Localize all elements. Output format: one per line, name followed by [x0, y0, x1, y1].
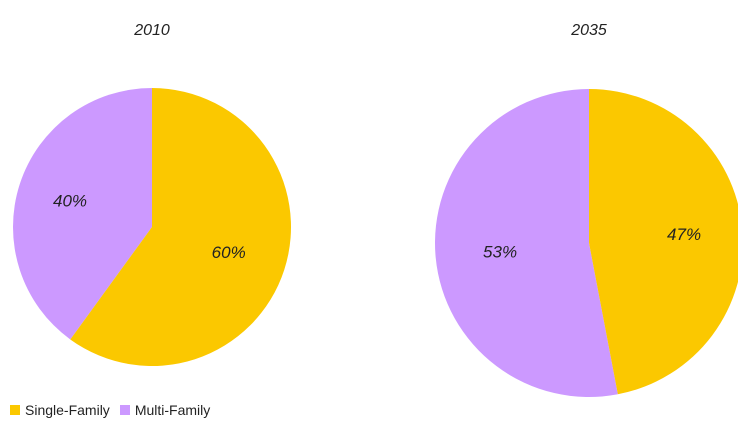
- pie-slice-single-family-2010: [70, 88, 291, 367]
- pie-chart-2035: 2035 47% 53%: [435, 22, 738, 397]
- chart-title-2035: 2035: [570, 22, 607, 39]
- legend-item-multi-family: Multi-Family: [119, 402, 211, 418]
- legend: Single-Family Multi-Family: [10, 402, 220, 418]
- legend-swatch-multi-family: [119, 405, 130, 415]
- legend-swatch-single-family: [10, 405, 20, 415]
- pie-chart-2010: 2010 60% 40%: [13, 22, 291, 367]
- legend-label-multi-family: Multi-Family: [134, 402, 211, 418]
- slice-label-multi-family-2035: 53%: [483, 242, 517, 261]
- chart-title-2010: 2010: [133, 22, 170, 39]
- pie-slice-multi-family-2010: [13, 88, 152, 340]
- slice-label-multi-family-2010: 40%: [53, 191, 87, 210]
- legend-item-single-family: Single-Family: [10, 402, 110, 418]
- pie-slice-multi-family-2035: [435, 89, 618, 397]
- slice-label-single-family-2035: 47%: [667, 225, 701, 244]
- pie-slice-single-family-2035: [589, 89, 738, 395]
- legend-label-single-family: Single-Family: [25, 402, 110, 418]
- slice-label-single-family-2010: 60%: [212, 243, 246, 262]
